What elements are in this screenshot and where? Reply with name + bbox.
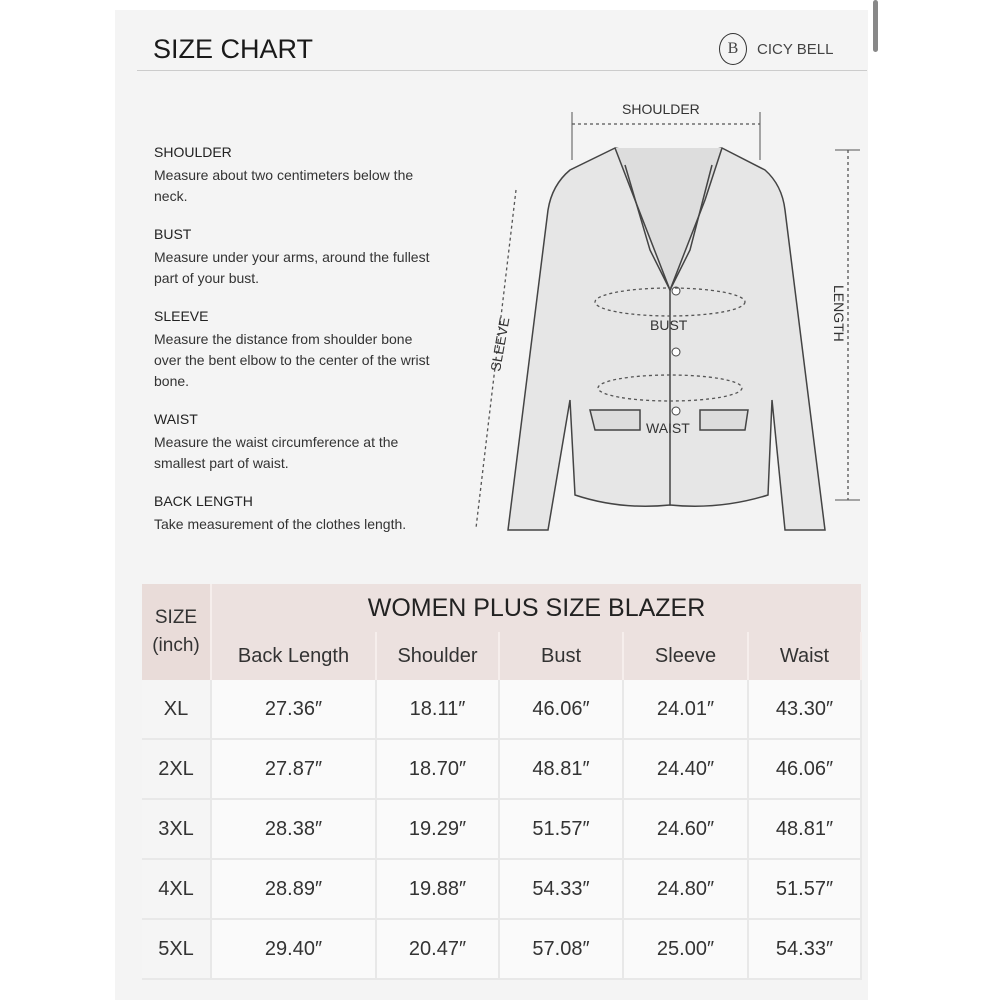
table-cell: 24.01″ [623, 680, 749, 740]
definition-name: SHOULDER [154, 144, 232, 160]
size-table: SIZE (inch) WOMEN PLUS SIZE BLAZER Back L… [142, 584, 862, 980]
table-row: 2XL 27.87″ 18.70″ 48.81″ 24.40″ 46.06″ [142, 739, 862, 800]
table-title: WOMEN PLUS SIZE BLAZER [211, 584, 861, 632]
size-cell: 3XL [142, 799, 212, 860]
definition-text: Take measurement of the clothes length. [154, 516, 407, 532]
scrollbar[interactable] [873, 0, 878, 52]
size-label: SIZE [154, 607, 198, 628]
definition-text: Measure under your arms, around the full… [154, 249, 430, 286]
blazer-diagram: SHOULDER BUST WAIST SLEEVE LENGTH [475, 101, 860, 531]
table-cell: 46.06″ [748, 739, 862, 800]
table-cell: 24.80″ [623, 859, 749, 920]
brand-mark-icon: B [719, 33, 747, 65]
table-cell: 57.08″ [499, 919, 624, 980]
column-header: Shoulder [376, 632, 500, 680]
table-row: XL 27.36″ 18.11″ 46.06″ 24.01″ 43.30″ [142, 680, 862, 740]
definition-bust: BUST Measure under your arms, around the … [154, 224, 439, 289]
table-cell: 51.57″ [499, 799, 624, 860]
definition-name: BUST [154, 226, 192, 242]
definition-shoulder: SHOULDER Measure about two centimeters be… [154, 142, 439, 207]
brand-name: CICY BELL [757, 40, 834, 58]
table-cell: 24.60″ [623, 799, 749, 860]
diagram-label-length: LENGTH [831, 285, 847, 342]
size-cell: XL [142, 680, 212, 740]
definition-text: Measure the waist circumference at the s… [154, 434, 399, 471]
table-cell: 27.36″ [211, 680, 377, 740]
table-cell: 43.30″ [748, 680, 862, 740]
definition-waist: WAIST Measure the waist circumference at … [154, 409, 439, 474]
column-header: Bust [499, 632, 624, 680]
table-cell: 28.89″ [211, 859, 377, 920]
size-cell: 2XL [142, 739, 212, 800]
table-cell: 54.33″ [499, 859, 624, 920]
table-cell: 27.87″ [211, 739, 377, 800]
table-cell: 46.06″ [499, 680, 624, 740]
table-cell: 54.33″ [748, 919, 862, 980]
table-row: 3XL 28.38″ 19.29″ 51.57″ 24.60″ 48.81″ [142, 799, 862, 860]
brand-logo: B CICY BELL [719, 33, 833, 65]
column-header: Back Length [211, 632, 377, 680]
table-row: 4XL 28.89″ 19.88″ 54.33″ 24.80″ 51.57″ [142, 859, 862, 920]
definition-text: Measure about two centimeters below the … [154, 167, 414, 204]
divider [137, 70, 867, 71]
diagram-label-shoulder: SHOULDER [622, 101, 700, 117]
column-header: Waist [748, 632, 862, 680]
definition-sleeve: SLEEVE Measure the distance from shoulder… [154, 306, 439, 392]
definition-text: Measure the distance from shoulder bone … [154, 331, 430, 389]
size-header: SIZE (inch) [142, 584, 212, 680]
table-cell: 18.11″ [376, 680, 500, 740]
definition-back-length: BACK LENGTH Take measurement of the cloth… [154, 491, 439, 535]
table-cell: 18.70″ [376, 739, 500, 800]
table-row: 5XL 29.40″ 20.47″ 57.08″ 25.00″ 54.33″ [142, 919, 862, 980]
table-cell: 48.81″ [499, 739, 624, 800]
diagram-label-sleeve: SLEEVE [487, 316, 512, 372]
table-cell: 28.38″ [211, 799, 377, 860]
measurement-definitions: SHOULDER Measure about two centimeters be… [154, 142, 439, 552]
table-cell: 48.81″ [748, 799, 862, 860]
diagram-label-waist: WAIST [646, 420, 690, 436]
table-cell: 24.40″ [623, 739, 749, 800]
table-cell: 20.47″ [376, 919, 500, 980]
definition-name: WAIST [154, 411, 198, 427]
unit-label: (inch) [152, 635, 200, 656]
size-cell: 4XL [142, 859, 212, 920]
definition-name: BACK LENGTH [154, 493, 253, 509]
table-cell: 25.00″ [623, 919, 749, 980]
table-cell: 29.40″ [211, 919, 377, 980]
definition-name: SLEEVE [154, 308, 209, 324]
table-cell: 51.57″ [748, 859, 862, 920]
page-title: SIZE CHART [153, 34, 314, 64]
table-cell: 19.29″ [376, 799, 500, 860]
size-cell: 5XL [142, 919, 212, 980]
table-cell: 19.88″ [376, 859, 500, 920]
column-header: Sleeve [623, 632, 749, 680]
diagram-label-bust: BUST [650, 317, 688, 333]
